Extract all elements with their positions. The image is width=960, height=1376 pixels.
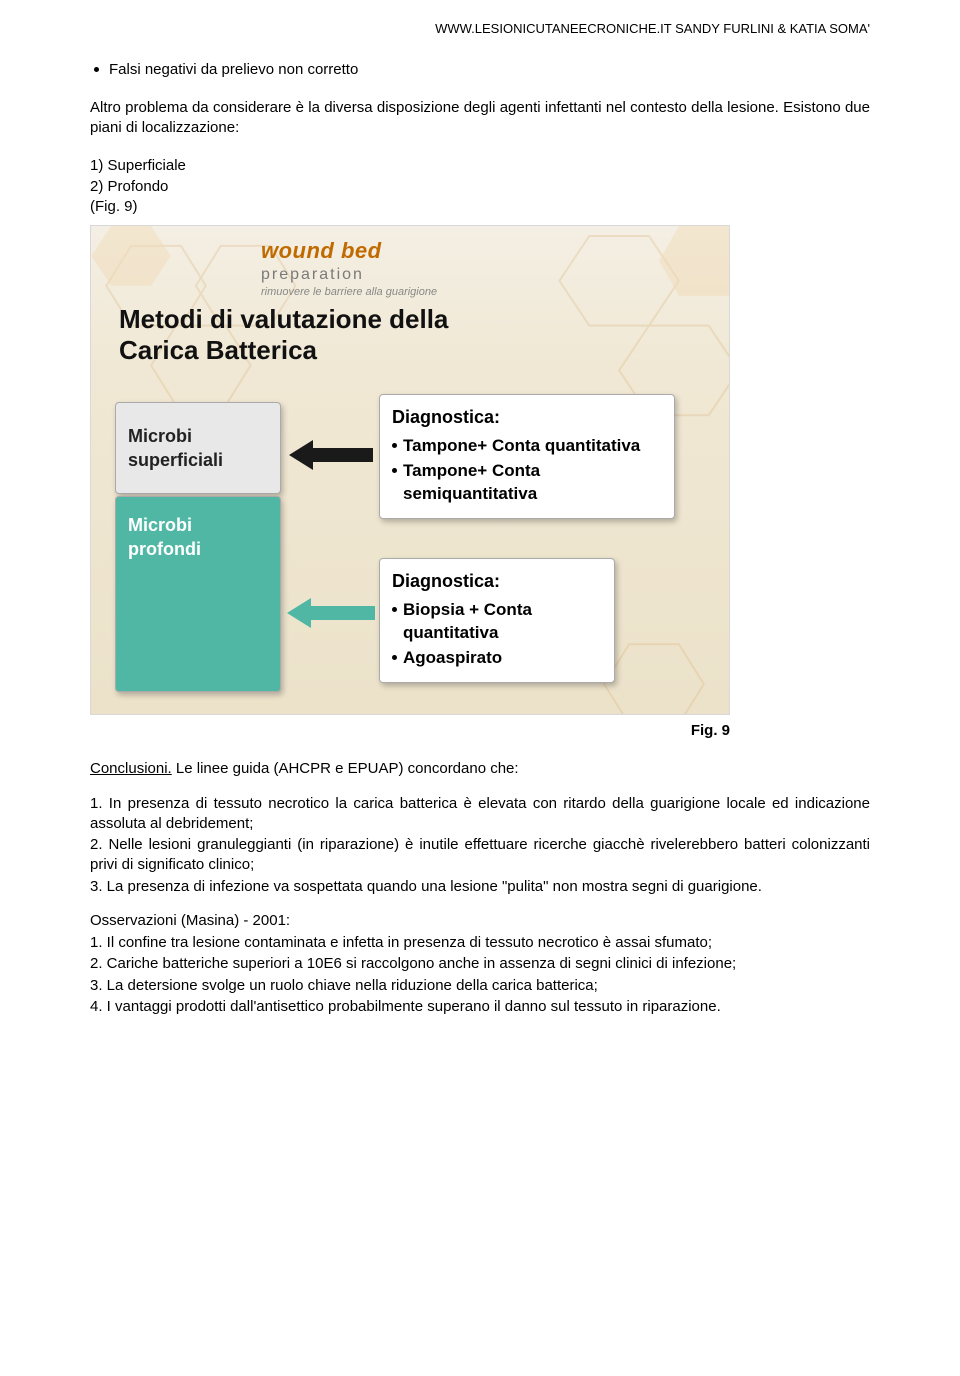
osservazioni-item-1: 1. Il confine tra lesione contaminata e …: [90, 933, 870, 953]
bullet-dot-icon: [392, 468, 397, 473]
loc-line-3: (Fig. 9): [90, 197, 870, 217]
box-lt-l1: Microbi: [128, 424, 268, 448]
rb-bullet-2: Agoaspirato: [403, 647, 502, 670]
conclusioni-head: Conclusioni.: [90, 760, 172, 777]
box-diagnostica-superficiale: Diagnostica: Tampone+ Conta quantitativa…: [379, 394, 675, 519]
rt-bullet-1: Tampone+ Conta quantitativa: [403, 435, 640, 458]
figure-title: Metodi di valutazione della Carica Batte…: [119, 304, 448, 366]
osservazioni-item-4: 4. I vantaggi prodotti dall'antisettico …: [90, 997, 870, 1017]
figure-caption: Fig. 9: [90, 721, 730, 741]
box-microbi-superficiali: Microbi superficiali: [115, 402, 281, 494]
osservazioni-item-3: 3. La detersione svolge un ruolo chiave …: [90, 976, 870, 996]
osservazioni-list: 1. Il confine tra lesione contaminata e …: [90, 933, 870, 1017]
conclusioni-item-1: 1. In presenza di tessuto necrotico la c…: [90, 794, 870, 835]
loc-line-2: 2) Profondo: [90, 177, 870, 197]
logo-line-3: rimuovere le barriere alla guarigione: [261, 285, 437, 300]
bullet-dot-icon: [392, 443, 397, 448]
box-microbi-profondi: Microbi profondi: [115, 496, 281, 692]
conclusioni-list: 1. In presenza di tessuto necrotico la c…: [90, 794, 870, 897]
rb-heading: Diagnostica:: [392, 569, 602, 593]
box-diagnostica-profonda: Diagnostica: Biopsia + Conta quantitativ…: [379, 558, 615, 683]
conclusioni-line: Conclusioni. Le linee guida (AHCPR e EPU…: [90, 759, 870, 779]
page-header: WWW.LESIONICUTANEECRONICHE.IT SANDY FURL…: [90, 20, 870, 38]
osservazioni-head: Osservazioni (Masina) - 2001:: [90, 911, 870, 931]
arrow-left-icon: [287, 598, 375, 628]
arrow-left-icon: [289, 440, 373, 470]
wound-bed-logo: wound bed preparation rimuovere le barri…: [261, 236, 437, 300]
figure-title-l2: Carica Batterica: [119, 335, 448, 366]
box-lt-l2: superficiali: [128, 448, 268, 472]
rt-bullet-2: Tampone+ Conta semiquantitativa: [403, 460, 662, 506]
figure-9: wound bed preparation rimuovere le barri…: [90, 225, 730, 715]
bullet-dot-icon: [392, 607, 397, 612]
box-lb-l1: Microbi: [128, 513, 268, 537]
rb-bullet-1: Biopsia + Conta quantitativa: [403, 599, 602, 645]
box-lb-l2: profondi: [128, 537, 268, 561]
bullet-text: Falsi negativi da prelievo non corretto: [109, 60, 358, 80]
intro-paragraph: Altro problema da considerare è la diver…: [90, 98, 870, 139]
osservazioni-item-2: 2. Cariche batteriche superiori a 10E6 s…: [90, 954, 870, 974]
loc-line-1: 1) Superficiale: [90, 156, 870, 176]
conclusioni-item-2: 2. Nelle lesioni granuleggianti (in ripa…: [90, 835, 870, 876]
bullet-falsi-negativi: Falsi negativi da prelievo non corretto: [90, 60, 870, 80]
conclusioni-intro: Le linee guida (AHCPR e EPUAP) concordan…: [172, 760, 519, 777]
logo-line-1: wound bed: [261, 236, 437, 266]
bullet-dot-icon: [392, 655, 397, 660]
figure-title-l1: Metodi di valutazione della: [119, 304, 448, 335]
conclusioni-item-3: 3. La presenza di infezione va sospettat…: [90, 877, 870, 897]
bullet-dot-icon: [94, 67, 99, 72]
rt-heading: Diagnostica:: [392, 405, 662, 429]
logo-line-2: preparation: [261, 264, 437, 286]
